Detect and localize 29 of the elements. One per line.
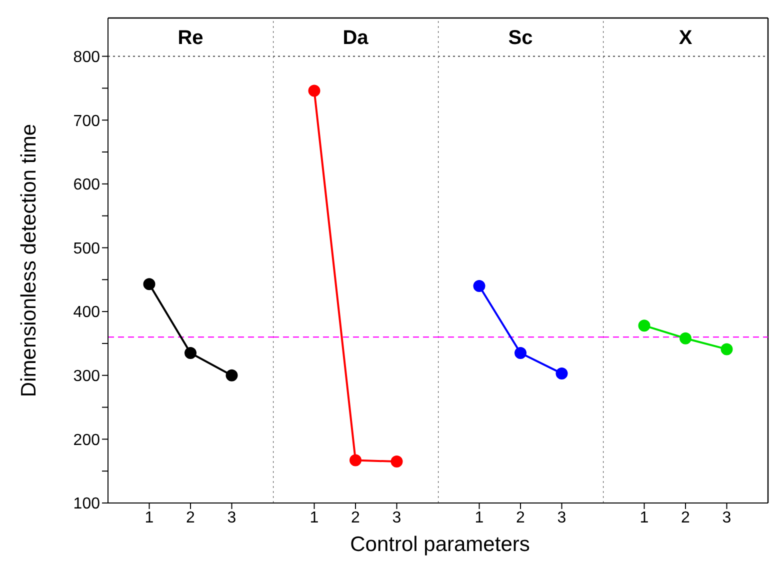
text: Re: [178, 27, 204, 50]
x-tick-label: 3: [557, 509, 566, 526]
y-tick-label: 500: [73, 240, 100, 258]
x-tick-label: 3: [392, 509, 402, 526]
point: [226, 369, 238, 382]
point: [143, 278, 156, 290]
x-tick-label: 2: [351, 509, 360, 526]
y-tick-label: 600: [73, 176, 100, 194]
y-tick-label: 200: [73, 432, 100, 449]
x-tick-label: 2: [681, 509, 690, 526]
text: Da: [342, 27, 370, 50]
text: Sc: [508, 27, 533, 50]
y-tick-label: 300: [73, 368, 100, 386]
y-tick-label: 700: [73, 112, 100, 130]
x-tick-label: 1: [310, 509, 319, 526]
x-axis-title: Control parameters: [349, 533, 531, 557]
x-tick-label: 2: [516, 509, 526, 526]
text: X: [678, 27, 693, 50]
x-tick-label: 2: [186, 509, 196, 526]
y-tick-label: 100: [73, 496, 100, 513]
x-tick-label: 1: [640, 509, 649, 526]
point: [184, 347, 196, 360]
y-tick-label: 400: [73, 304, 100, 322]
y-axis-title: Dimensionless detection time: [17, 124, 40, 398]
x-tick-label: 1: [144, 509, 154, 526]
x-tick-label: 3: [227, 509, 236, 526]
y-tick-label: 800: [73, 48, 100, 66]
x-tick-label: 1: [474, 509, 484, 526]
x-tick-label: 3: [722, 509, 732, 526]
